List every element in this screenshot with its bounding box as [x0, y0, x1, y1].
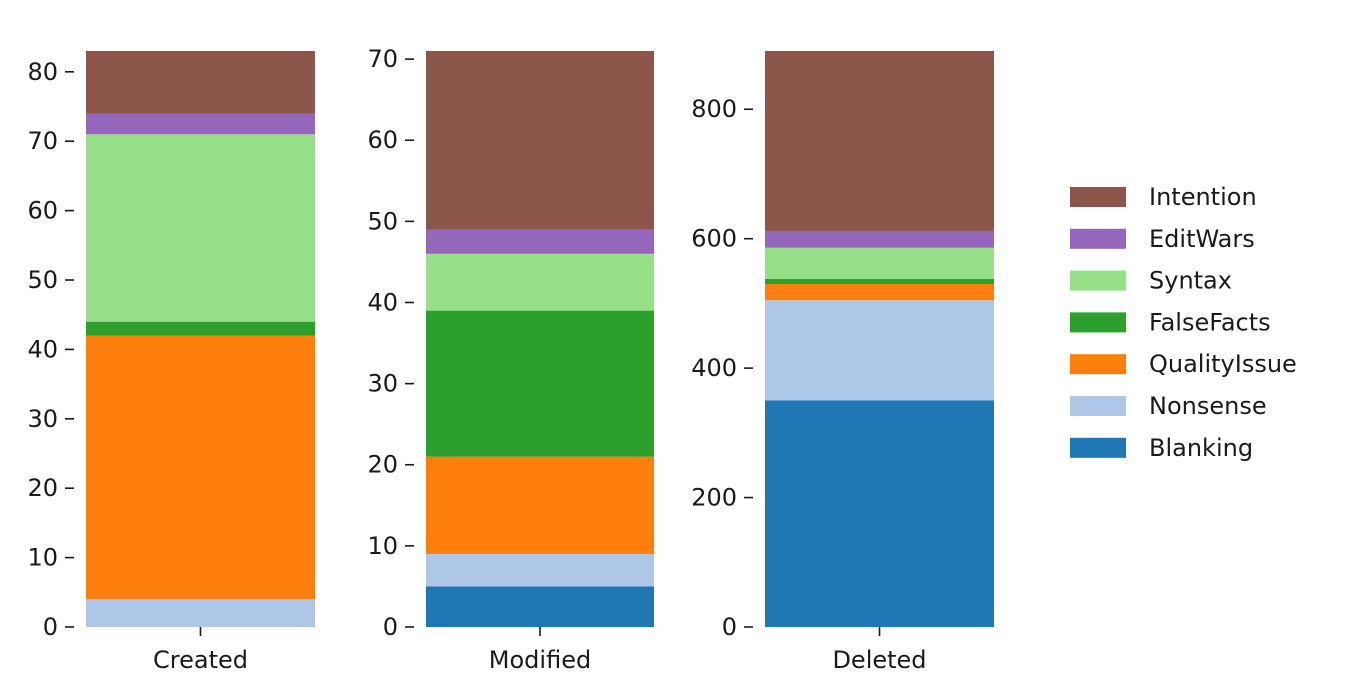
legend-swatch [1070, 187, 1126, 207]
legend-label: QualityIssue [1149, 350, 1297, 378]
legend-swatch [1070, 270, 1126, 291]
bar-segment-editwars [765, 230, 994, 248]
x-category-label: Modified [489, 646, 591, 674]
bar-segment-editwars [86, 113, 315, 135]
legend-swatch [1070, 228, 1126, 249]
legend-label: Intention [1149, 183, 1257, 211]
y-tick-label: 20 [367, 451, 398, 479]
bar-segment-syntax [86, 134, 315, 322]
bar-segment-blanking [426, 586, 654, 627]
y-tick-label: 30 [27, 405, 58, 433]
y-tick-label: 600 [691, 225, 737, 253]
bar-segment-syntax [765, 247, 994, 279]
y-tick-label: 10 [27, 544, 58, 572]
bar-segment-blanking [765, 400, 994, 627]
bar-segment-qualityissue [86, 335, 315, 600]
y-tick-label: 50 [367, 207, 398, 235]
bar-segment-intention [86, 51, 315, 114]
y-tick-label: 40 [367, 288, 398, 316]
bar-segment-nonsense [86, 599, 315, 627]
y-tick-label: 80 [27, 58, 58, 86]
bar-segment-falsefacts [426, 310, 654, 457]
legend-label: EditWars [1149, 225, 1255, 253]
chart-panels: 0 10 20 30 40 50 60 70 80 Created 0 10 20 30 40 50 60 70 M… [27, 45, 994, 674]
y-tick-label: 0 [43, 613, 58, 641]
legend-item-intention: Intention [1070, 183, 1257, 211]
y-tick-label: 20 [27, 474, 58, 502]
legend-swatch [1070, 354, 1126, 375]
bar-segment-editwars [426, 229, 654, 254]
legend-item-syntax: Syntax [1070, 267, 1232, 295]
bar-segment-syntax [426, 253, 654, 311]
legend-swatch [1070, 312, 1126, 333]
legend-label: Syntax [1149, 267, 1232, 295]
y-tick-label: 0 [722, 613, 737, 641]
legend-item-falsefacts: FalseFacts [1070, 308, 1271, 336]
y-tick-label: 30 [367, 370, 398, 398]
y-tick-label: 60 [367, 126, 398, 154]
y-tick-label: 400 [691, 354, 737, 382]
legend-label: Nonsense [1149, 392, 1267, 420]
x-category-label: Deleted [832, 646, 926, 674]
legend-label: Blanking [1149, 434, 1253, 462]
y-tick-label: 50 [27, 266, 58, 294]
bar-segment-nonsense [426, 553, 654, 587]
panel-modified: 0 10 20 30 40 50 60 70 Modified [367, 45, 654, 674]
legend-swatch [1070, 396, 1126, 416]
bar-segment-nonsense [765, 300, 994, 401]
legend-swatch [1070, 437, 1126, 458]
y-tick-label: 200 [691, 484, 737, 512]
x-category-label: Created [153, 646, 248, 674]
panel-created: 0 10 20 30 40 50 60 70 80 Created [27, 51, 315, 674]
chart-legend: Intention EditWars Syntax FalseFacts Quality… [1070, 183, 1297, 462]
y-tick-label: 0 [383, 613, 398, 641]
bar-segment-intention [765, 51, 994, 231]
y-tick-label: 60 [27, 197, 58, 225]
bar-segment-falsefacts [765, 278, 994, 284]
panel-deleted: 0 200 400 600 800 Deleted [691, 51, 994, 674]
bar-segment-falsefacts [86, 321, 315, 336]
legend-item-qualityissue: QualityIssue [1070, 350, 1297, 378]
y-tick-label: 10 [367, 532, 398, 560]
y-tick-label: 40 [27, 335, 58, 363]
bar-segment-qualityissue [426, 456, 654, 554]
y-tick-label: 70 [27, 127, 58, 155]
y-tick-label: 70 [367, 45, 398, 73]
bar-segment-qualityissue [765, 283, 994, 301]
legend-item-nonsense: Nonsense [1070, 392, 1267, 420]
legend-label: FalseFacts [1149, 308, 1271, 336]
legend-item-editwars: EditWars [1070, 225, 1255, 253]
y-tick-label: 800 [691, 95, 737, 123]
legend-item-blanking: Blanking [1070, 434, 1253, 462]
bar-segment-intention [426, 51, 654, 230]
